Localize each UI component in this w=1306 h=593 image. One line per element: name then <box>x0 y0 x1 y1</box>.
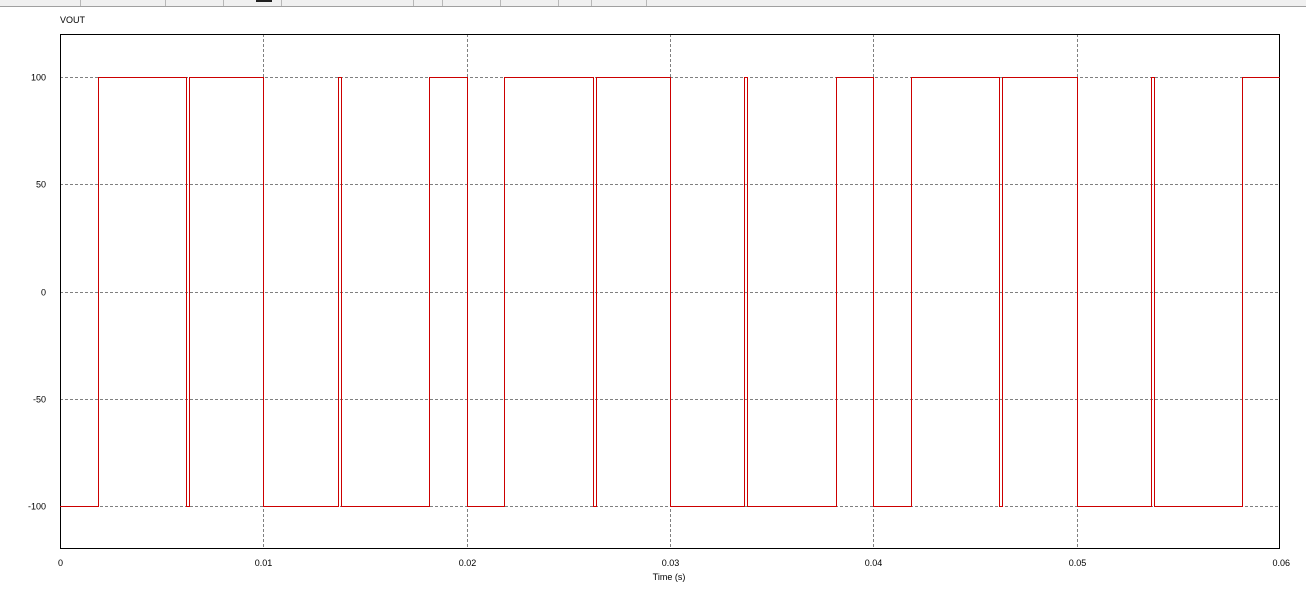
x-tick-label: 0.01 <box>255 558 273 568</box>
plot-frame <box>60 34 1280 549</box>
y-tick-label: -50 <box>33 395 46 405</box>
toolbar-segment[interactable] <box>591 0 647 6</box>
x-tick-label: 0.06 <box>1272 558 1290 568</box>
x-tick-label: 0.03 <box>662 558 680 568</box>
x-tick-label: 0.04 <box>865 558 883 568</box>
toolbar-segment[interactable] <box>281 0 414 6</box>
y-tick-label: 100 <box>31 73 46 83</box>
toolbar-segment[interactable] <box>0 0 81 6</box>
toolbar-segment[interactable] <box>442 0 501 6</box>
y-axis-ticks: 100 50 0 -50 -100 <box>28 73 46 512</box>
toolbar-segment[interactable] <box>500 0 559 6</box>
y-tick-label: -100 <box>28 502 46 512</box>
toolbar-segment[interactable] <box>165 0 224 6</box>
x-tick-label: 0.05 <box>1069 558 1087 568</box>
toolbar-segment[interactable] <box>413 0 443 6</box>
toolbar-strip <box>0 0 1306 7</box>
x-axis-label: Time (s) <box>653 572 686 582</box>
toolbar-segment[interactable] <box>80 0 166 6</box>
toolbar-indicator-icon <box>256 0 272 2</box>
series-vout-line <box>60 77 1280 507</box>
y-tick-label: 50 <box>36 180 46 190</box>
x-tick-label: 0.02 <box>459 558 477 568</box>
y-tick-label: 0 <box>41 288 46 298</box>
legend-vout: VOUT <box>60 15 86 25</box>
toolbar-segment[interactable] <box>223 0 282 6</box>
toolbar-segment[interactable] <box>558 0 592 6</box>
x-axis-ticks: 0 0.01 0.02 0.03 0.04 0.05 0.06 <box>58 558 1290 568</box>
x-tick-label: 0 <box>58 558 63 568</box>
